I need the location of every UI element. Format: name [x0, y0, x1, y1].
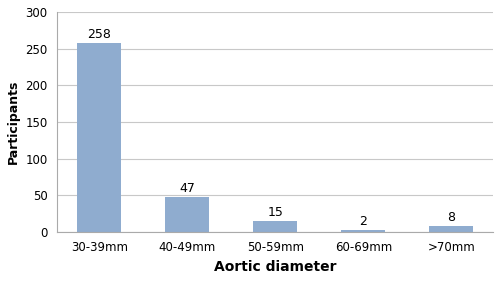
Bar	[342, 230, 386, 232]
Text: 8: 8	[448, 211, 456, 224]
Text: 258: 258	[88, 28, 111, 40]
Y-axis label: Participants: Participants	[7, 80, 20, 164]
X-axis label: Aortic diameter: Aortic diameter	[214, 260, 336, 274]
Bar	[78, 43, 122, 232]
Text: 47: 47	[180, 182, 195, 195]
Bar	[254, 221, 298, 232]
Bar	[166, 197, 210, 232]
Bar	[430, 226, 474, 232]
Text: 15: 15	[268, 206, 283, 219]
Text: 2: 2	[360, 215, 367, 228]
